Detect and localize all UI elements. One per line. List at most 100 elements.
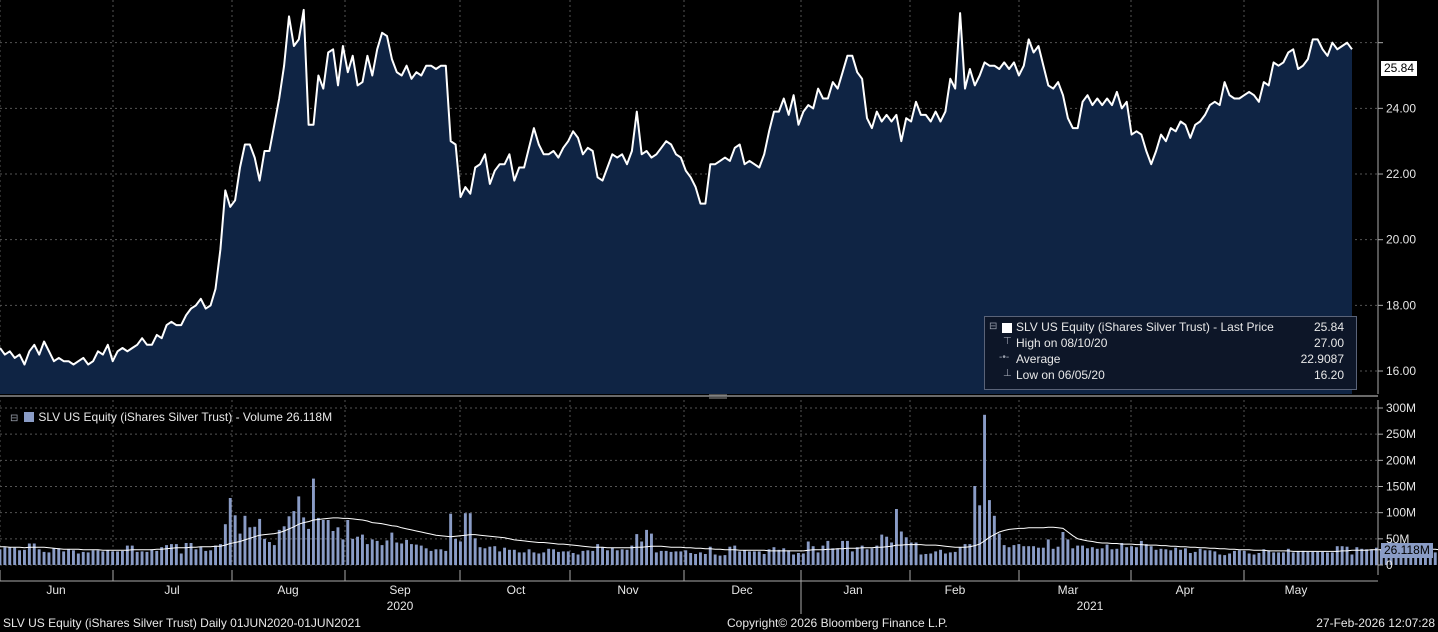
volume-bar-198 bbox=[968, 544, 972, 565]
volume-bar-79 bbox=[385, 540, 389, 565]
volume-bar-210 bbox=[1027, 546, 1031, 565]
volume-bar-150 bbox=[733, 545, 737, 565]
volume-bar-100 bbox=[488, 546, 492, 565]
volume-bar-147 bbox=[718, 555, 722, 565]
legend-low-label: Low on 06/05/20 bbox=[1016, 368, 1105, 382]
volume-bar-53 bbox=[258, 518, 262, 565]
volume-bar-9 bbox=[42, 551, 46, 565]
volume-bar-126 bbox=[615, 550, 619, 565]
volume-bar-232 bbox=[1135, 547, 1138, 565]
volume-bar-191 bbox=[934, 551, 938, 565]
volume-bar-240 bbox=[1174, 547, 1178, 565]
volume-bar-60 bbox=[292, 511, 296, 565]
volume-bar-237 bbox=[1159, 548, 1163, 565]
volume-bar-264 bbox=[1291, 552, 1295, 565]
volume-bar-222 bbox=[1086, 548, 1089, 565]
volume-bar-56 bbox=[272, 545, 276, 565]
volume-bar-270 bbox=[1321, 551, 1324, 565]
volume-bar-111 bbox=[542, 552, 546, 565]
high-icon: ⊤ bbox=[1003, 336, 1012, 347]
collapse-icon[interactable]: ⊟ bbox=[989, 321, 998, 332]
volume-bar-253 bbox=[1237, 550, 1241, 565]
volume-legend-text: SLV US Equity (iShares Silver Trust) - V… bbox=[38, 410, 333, 424]
volume-bar-17 bbox=[81, 551, 85, 565]
volume-bar-4 bbox=[18, 550, 21, 565]
volume-bar-165 bbox=[806, 541, 810, 565]
volume-bar-129 bbox=[630, 545, 634, 565]
volume-bar-62 bbox=[302, 517, 306, 565]
volume-bar-170 bbox=[831, 548, 835, 565]
volume-bar-68 bbox=[331, 531, 335, 565]
volume-bar-105 bbox=[512, 549, 516, 565]
volume-bar-13 bbox=[62, 551, 66, 565]
volume-bar-0 bbox=[0, 549, 2, 565]
volume-bar-180 bbox=[880, 534, 884, 565]
volume-bar-201 bbox=[983, 414, 986, 565]
volume-bar-214 bbox=[1046, 539, 1050, 565]
legend-title: SLV US Equity (iShares Silver Trust) - L… bbox=[1016, 320, 1274, 334]
volume-bar-277 bbox=[1355, 547, 1359, 565]
volume-bar-227 bbox=[1110, 549, 1114, 565]
volume-bar-146 bbox=[713, 554, 717, 565]
volume-bar-31 bbox=[150, 549, 154, 565]
volume-bar-88 bbox=[429, 550, 433, 565]
volume-bar-220 bbox=[1076, 545, 1080, 565]
volume-bar-138 bbox=[674, 551, 678, 565]
volume-bar-139 bbox=[679, 551, 683, 565]
legend-row-average: -•- Average 22.9087 bbox=[985, 352, 1356, 368]
volume-bar-224 bbox=[1095, 548, 1099, 565]
volume-bar-6 bbox=[27, 543, 31, 565]
volume-bar-292 bbox=[1428, 551, 1432, 565]
volume-bar-132 bbox=[645, 529, 648, 565]
volume-bar-208 bbox=[1017, 544, 1021, 565]
volume-tick-label-4: 200M bbox=[1386, 453, 1416, 467]
volume-bar-108 bbox=[527, 549, 531, 565]
x-axis: Jun Jul Aug Sep Oct Nov Dec Jan Feb Mar Apr May 2020… bbox=[0, 570, 1378, 614]
volume-bar-107 bbox=[522, 552, 526, 565]
volume-bar-12 bbox=[57, 548, 61, 565]
volume-bar-199 bbox=[973, 486, 977, 565]
volume-bar-34 bbox=[165, 545, 168, 565]
volume-bar-265 bbox=[1296, 551, 1300, 565]
volume-bar-242 bbox=[1184, 548, 1187, 565]
volume-bar-78 bbox=[380, 545, 384, 565]
footer-copyright: Copyright© 2026 Bloomberg Finance L.P. bbox=[727, 616, 948, 630]
volume-swatch bbox=[24, 412, 35, 422]
volume-bar-110 bbox=[537, 553, 541, 565]
legend-last-value: 25.84 bbox=[1313, 320, 1344, 334]
volume-bar-73 bbox=[356, 536, 359, 565]
volume-bar-128 bbox=[625, 549, 629, 565]
legend-low-value: 16.20 bbox=[1313, 368, 1344, 382]
volume-bar-8 bbox=[37, 549, 41, 565]
volume-bar-136 bbox=[664, 550, 668, 565]
x-year-label-0: 2020 bbox=[387, 599, 414, 613]
volume-bar-45 bbox=[219, 544, 222, 565]
volume-bar-93 bbox=[454, 538, 457, 565]
volume-bar-48 bbox=[233, 515, 237, 565]
x-month-label-6: Dec bbox=[731, 583, 752, 597]
x-month-label-0: Jun bbox=[46, 583, 65, 597]
volume-bar-256 bbox=[1252, 554, 1256, 565]
volume-bar-279 bbox=[1365, 549, 1369, 565]
volume-bar-30 bbox=[145, 551, 149, 565]
volume-bar-133 bbox=[650, 533, 653, 565]
low-icon: ⊥ bbox=[1003, 368, 1012, 379]
volume-collapse-icon[interactable]: ⊟ bbox=[10, 413, 19, 424]
volume-bar-273 bbox=[1335, 546, 1339, 565]
volume-bar-24 bbox=[116, 551, 119, 565]
volume-bar-102 bbox=[498, 551, 502, 565]
volume-bar-230 bbox=[1125, 547, 1129, 565]
volume-bar-176 bbox=[860, 545, 864, 565]
volume-axis: 0 50M 100M 150M 200M 250M 300M bbox=[1377, 400, 1416, 575]
volume-bar-121 bbox=[591, 550, 595, 565]
volume-bar-182 bbox=[890, 542, 893, 565]
volume-bar-160 bbox=[782, 548, 786, 565]
volume-tick-label-5: 250M bbox=[1386, 427, 1416, 441]
volume-bar-80 bbox=[390, 532, 394, 565]
volume-bar-192 bbox=[939, 549, 942, 565]
volume-bar-91 bbox=[444, 550, 448, 565]
volume-bar-200 bbox=[978, 505, 982, 565]
volume-bar-124 bbox=[606, 550, 609, 565]
volume-bar-161 bbox=[787, 550, 791, 565]
volume-bar-153 bbox=[748, 551, 751, 565]
